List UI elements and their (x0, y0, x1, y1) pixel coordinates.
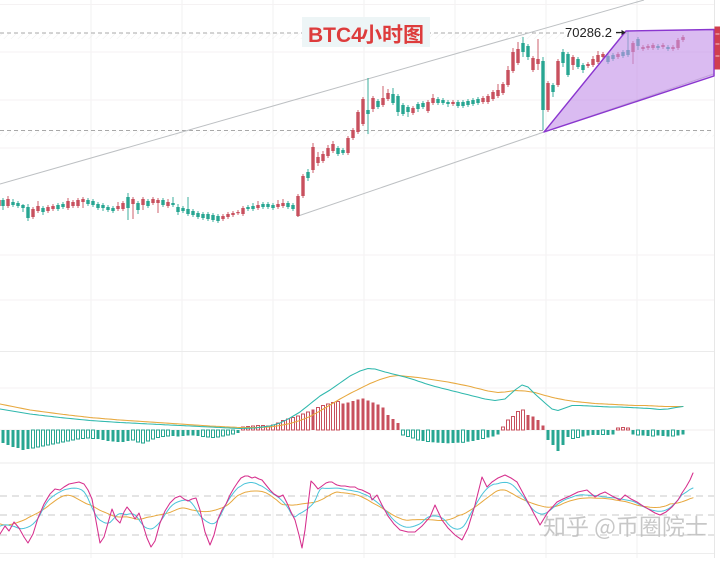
svg-text:BTC4: BTC4 (308, 24, 363, 47)
svg-text:70286.2: 70286.2 (565, 25, 612, 40)
